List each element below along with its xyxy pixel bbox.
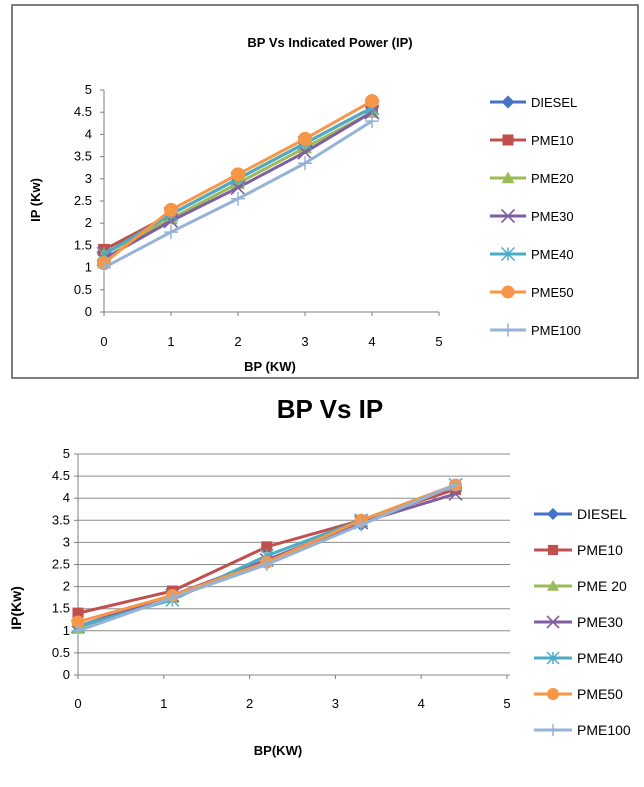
chart-1-legend-label-pme100: PME100 [531,323,581,338]
chart-1-title: BP Vs Indicated Power (IP) [247,35,412,50]
chart-2-point-pme100-0 [71,624,85,638]
chart-1-legend-label-diesel: DIESEL [531,95,577,110]
chart-1-point-pme50-1 [164,202,178,217]
chart-2-legend-label-pme30: PME30 [577,614,623,630]
chart-1-legend-label-pme30: PME30 [531,209,574,224]
chart-1-point-pme100-4 [365,114,379,129]
chart-2-y-tick-label-3: 1.5 [52,601,70,616]
chart-1-point-pme100-1 [164,225,178,240]
chart-1-legend-marker-pme20 [501,171,515,184]
chart-2-point-pme100-3 [354,518,368,532]
chart-1-y-tick-label-10: 5 [85,82,92,97]
chart-2-axes: 0 0.5 1 1.5 2 2.5 3 3.5 4 4.5 5 0 1 2 3 4 5 [52,446,511,711]
chart-2-y-tick-label-9: 4.5 [52,468,70,483]
chart-2-legend-marker-pme30 [546,615,560,629]
chart-2-x-tick-label-4: 4 [418,696,425,711]
chart-1-y-tick-label-0: 0 [85,304,92,319]
chart-1-legend-marker-pme10 [502,134,514,146]
chart-1-svg: BP Vs Indicated Power (IP) BP (KW) IP (K… [11,4,639,379]
chart-2-legend-marker-pme50 [547,688,559,700]
chart-1-y-tick-label-2: 1 [85,260,92,275]
chart-1-legend-marker-diesel [501,95,515,109]
chart-1-legend-label-pme20: PME20 [531,171,574,186]
chart-2-legend: DIESEL PME10 PME 20 PME30 PME40 PME50 PME100 [534,506,631,738]
chart-2-legend-label-pme40: PME40 [577,650,623,666]
chart-2-y-tick-label-8: 4 [63,490,70,505]
chart-2-legend-label-pme10: PME10 [577,542,623,558]
chart-2-legend-marker-pme10 [547,544,559,556]
chart-1-legend-label-pme40: PME40 [531,247,574,262]
chart-1-y-tick-label-6: 3 [85,171,92,186]
chart-2-y-tick-label-7: 3.5 [52,512,70,527]
chart-1-legend-marker-pme30 [500,208,516,224]
chart-2-grid [78,453,510,676]
chart-1-x-tick-label-4: 4 [368,334,375,349]
chart-2-svg: BP Vs IP BP(KW) IP(Kw) 0 0.5 1 1.5 2 2.5 3 3.5 4… [8,394,631,758]
chart-1-legend-marker-pme50 [501,285,515,299]
chart-2-x-tick-label-5: 5 [503,696,510,711]
chart-1-y-tick-label-8: 4 [85,126,92,141]
chart-2-legend-label-diesel: DIESEL [577,506,627,522]
chart-2-point-pme10-0 [72,607,84,619]
chart-1-y-tick-label-5: 2.5 [74,193,92,208]
chart-bp-vs-ip: BP Vs IP BP(KW) IP(Kw) 0 0.5 1 1.5 2 2.5 3 3.5 4… [0,384,644,787]
chart-2-point-pme50-0 [71,615,85,629]
chart-1-series [96,94,380,275]
chart-2-y-tick-label-4: 2 [63,579,70,594]
chart-1-y-tick-label-3: 1.5 [74,237,92,252]
chart-1-legend: DIESEL PME10 PME20 PME30 PME40 PME50 PME100 [490,95,581,338]
chart-1-x-tick-label-5: 5 [435,334,442,349]
chart-2-point-pme10-2 [261,541,273,553]
chart-1-point-pme50-3 [298,131,312,146]
chart-1-legend-label-pme50: PME50 [531,285,574,300]
chart-2-x-tick-label-1: 1 [160,696,167,711]
chart-1-x-tick-label-3: 3 [301,334,308,349]
chart-2-x-tick-label-0: 0 [74,696,81,711]
chart-2-y-tick-label-6: 3 [63,534,70,549]
chart-1-legend-marker-pme100 [501,323,515,337]
chart-1-legend-marker-pme40 [500,246,516,262]
chart-2-y-tick-label-0: 0 [63,667,70,682]
chart-2-legend-marker-pme40 [546,651,560,665]
chart-1-point-pme100-2 [231,191,245,206]
chart-2-legend-label-pme-20: PME 20 [577,578,627,594]
chart-1-point-pme50-2 [231,167,245,182]
chart-2-legend-label-pme100: PME100 [577,722,631,738]
chart-2-legend-marker-diesel [547,508,559,520]
chart-2-y-tick-label-10: 5 [63,446,70,461]
chart-2-x-tick-label-3: 3 [332,696,339,711]
chart-1-point-pme100-3 [298,156,312,171]
chart-1-x-tick-label-0: 0 [100,334,107,349]
chart-1-y-tick-label-4: 2 [85,215,92,230]
chart-2-point-pme100-1 [165,591,179,605]
chart-2-x-axis-label: BP(KW) [254,743,302,758]
chart-2-x-tick-label-2: 2 [246,696,253,711]
chart-1-x-tick-label-1: 1 [167,334,174,349]
chart-1-y-tick-label-7: 3.5 [74,149,92,164]
chart-2-series [70,477,463,638]
chart-2-legend-marker-pme-20 [547,580,559,591]
chart-2-point-pme100-2 [260,558,274,571]
chart-2-y-tick-label-2: 1 [63,623,70,638]
chart-2-y-tick-label-1: 0.5 [52,645,70,660]
chart-2-legend-label-pme50: PME50 [577,686,623,702]
chart-1-y-tick-label-1: 0.5 [74,282,92,297]
chart-2-y-axis-label: IP(Kw) [8,586,24,630]
chart-2-title: BP Vs IP [277,394,383,424]
chart-1-x-tick-label-2: 2 [234,334,241,349]
chart-1-frame [11,4,639,379]
chart-1-y-axis-label: IP (Kw) [28,178,43,222]
chart-1-legend-label-pme10: PME10 [531,133,574,148]
chart-1-y-tick-label-9: 4.5 [74,104,92,119]
chart-2-y-tick-label-5: 2.5 [52,557,70,572]
chart-1-point-pme50-4 [365,94,379,109]
chart-1-point-pme100-0 [97,260,111,275]
chart-2-point-pme100-4 [449,478,463,492]
chart-2-legend-marker-pme100 [547,724,559,736]
chart-1-axes: 0 0.5 1 1.5 2 2.5 3 3.5 4 4.5 5 0 1 2 3 4 5 [74,82,443,349]
chart-1-x-axis-label: BP (KW) [244,359,296,374]
chart-bp-vs-indicated-power: BP Vs Indicated Power (IP) BP (KW) IP (K… [0,0,644,382]
